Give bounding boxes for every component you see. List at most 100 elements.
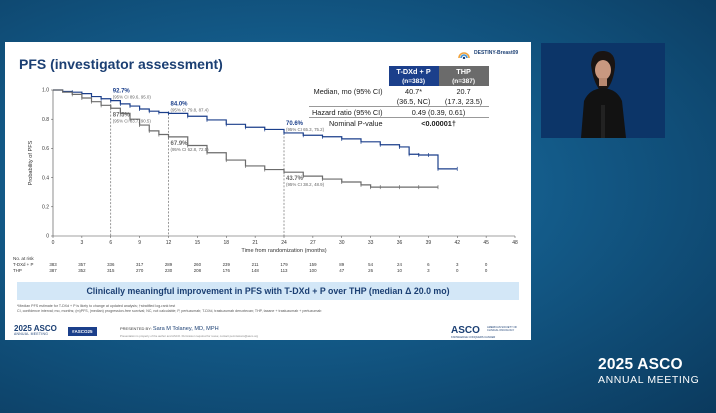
at-risk-count: 289 (165, 262, 173, 267)
speaker-silhouette (541, 43, 665, 138)
broadcast-brand: 2025 ASCO (598, 356, 683, 373)
median-ci-tdxd: (36.5, NC) (388, 96, 439, 107)
x-tick-label: 45 (483, 240, 489, 246)
x-tick-label: 39 (426, 240, 432, 246)
at-risk-row-label: THP (13, 268, 22, 273)
property-note: Presentation is property of the author a… (120, 334, 259, 338)
at-risk-count: 260 (194, 262, 202, 267)
x-tick-label: 24 (281, 240, 287, 246)
annotation-value: 43.7% (286, 176, 304, 182)
society-logo-sub: KNOWLEDGE CONQUERS CANCER (451, 336, 496, 339)
at-risk-count: 3 (427, 268, 430, 273)
x-tick-label: 9 (138, 240, 141, 246)
at-risk-count: 357 (78, 262, 86, 267)
y-tick-label: 0.2 (42, 205, 49, 211)
series-line-tdxd (53, 89, 458, 170)
at-risk-count: 239 (223, 262, 231, 267)
annotation-ci: (95% CI 65.3, 75.2) (286, 127, 325, 132)
hazard-ratio-value: 0.49 (0.39, 0.61) (388, 106, 489, 118)
at-risk-count: 0 (485, 268, 488, 273)
annotation-value: 70.6% (286, 121, 304, 127)
x-tick-label: 15 (195, 240, 201, 246)
at-risk-count: 179 (280, 262, 288, 267)
x-tick-label: 6 (109, 240, 112, 246)
at-risk-count: 387 (49, 268, 57, 273)
at-risk-count: 113 (281, 268, 289, 273)
at-risk-count: 176 (223, 268, 231, 273)
at-risk-title: No. at risk (13, 256, 34, 261)
p-value-label: Nominal P-value (329, 118, 383, 128)
median-ci-thp: (17.3, 23.5) (438, 96, 489, 107)
x-tick-label: 12 (166, 240, 172, 246)
annotation-value: 87.5% (113, 112, 131, 118)
y-axis-label: Probability of PFS (28, 140, 34, 185)
at-risk-count: 10 (397, 268, 402, 273)
arm-n-tdxd: (n=383) (388, 76, 439, 86)
x-tick-label: 27 (310, 240, 316, 246)
x-tick-label: 42 (454, 240, 460, 246)
y-tick-label: 0.4 (42, 175, 49, 181)
arm-n-thp: (n=387) (438, 76, 489, 86)
meeting-logo: 2025 ASCO ANNUAL MEETING (14, 324, 57, 336)
speaker-video (541, 43, 665, 138)
at-risk-count: 159 (309, 262, 317, 267)
society-logo-tag: AMERICAN SOCIETY OF CLINICAL ONCOLOGY (487, 326, 518, 333)
annotation-ci: (95% CI 62.8, 72.5) (171, 147, 210, 152)
at-risk-count: 317 (136, 262, 144, 267)
at-risk-count: 208 (194, 268, 202, 273)
at-risk-count: 26 (368, 268, 373, 273)
trial-logo-icon (458, 52, 470, 59)
at-risk-count: 336 (107, 262, 115, 267)
x-tick-label: 21 (252, 240, 258, 246)
y-tick-label: 0 (46, 234, 49, 240)
at-risk-count: 352 (78, 268, 86, 273)
annotation-value: 84.0% (171, 101, 189, 107)
at-risk-count: 24 (397, 262, 402, 267)
at-risk-count: 211 (252, 262, 260, 267)
trial-logo-text: DESTINY-Breast09 (474, 50, 519, 56)
y-tick-label: 0.6 (42, 146, 49, 152)
median-label: Median, mo (95% CI) (313, 86, 383, 96)
arm-header-thp: THP (438, 66, 489, 76)
stats-table: T-DXd + P THP (n=383) (n=387) Median, mo… (309, 66, 489, 128)
p-value-value: <0.00001† (421, 118, 456, 128)
x-tick-label: 0 (52, 240, 55, 246)
slide-title: PFS (investigator assessment) (19, 56, 223, 72)
annotation-ci: (95% CI 79.8, 87.4) (171, 107, 210, 112)
conclusion-banner: Clinically meaningful improvement in PFS… (17, 282, 519, 300)
hashtag-badge: #ASCO25 (68, 327, 97, 336)
at-risk-count: 54 (368, 262, 373, 267)
x-tick-label: 33 (368, 240, 374, 246)
presenter-name: Sara M Tolaney, MD, MPH (152, 326, 219, 332)
at-risk-count: 383 (49, 262, 57, 267)
annotation-value: 92.7% (113, 89, 131, 95)
at-risk-count: 230 (165, 268, 173, 273)
y-tick-label: 0.8 (42, 117, 49, 123)
x-tick-label: 36 (397, 240, 403, 246)
annotation-ci: (95% CI 38.2, 48.9) (286, 182, 325, 187)
x-tick-label: 3 (80, 240, 83, 246)
broadcast-brand-sub: ANNUAL MEETING (598, 374, 700, 386)
meeting-logo-sub: ANNUAL MEETING (14, 332, 49, 336)
at-risk-count: 315 (107, 268, 115, 273)
at-risk-count: 270 (136, 268, 144, 273)
meeting-logo-text: 2025 ASCO (14, 324, 57, 333)
trial-logo: DESTINY-Breast09 (457, 47, 518, 59)
median-tdxd: 40.7* (405, 86, 423, 96)
at-risk-count: 47 (339, 268, 344, 273)
annotation-ci: (95% CI 83.7, 90.5) (113, 118, 152, 123)
at-risk-count: 0 (456, 268, 459, 273)
presenter: PRESENTED BY: Sara M Tolaney, MD, MPH (120, 326, 219, 332)
hazard-ratio-label: Hazard ratio (95% CI) (309, 106, 389, 118)
x-axis-label: Time from randomization (months) (241, 248, 326, 254)
annotation-ci: (95% CI 89.6, 95.0) (113, 95, 152, 100)
annotation-value: 67.9% (171, 141, 189, 147)
median-thp: 20.7 (456, 86, 471, 96)
at-risk-count: 100 (309, 268, 317, 273)
km-curve-chart: 0 3 6 9 12 15 18 21 24 27 30 33 36 39 42 45 4800.20.40.6… (13, 88, 518, 273)
x-tick-label: 48 (512, 240, 518, 246)
slide-footer: 2025 ASCO ANNUAL MEETING #ASCO25 PRESENT… (5, 324, 531, 340)
y-tick-label: 1.0 (42, 88, 49, 94)
at-risk-count: 0 (485, 262, 488, 267)
at-risk-row-label: T-DXd + P (13, 262, 33, 267)
